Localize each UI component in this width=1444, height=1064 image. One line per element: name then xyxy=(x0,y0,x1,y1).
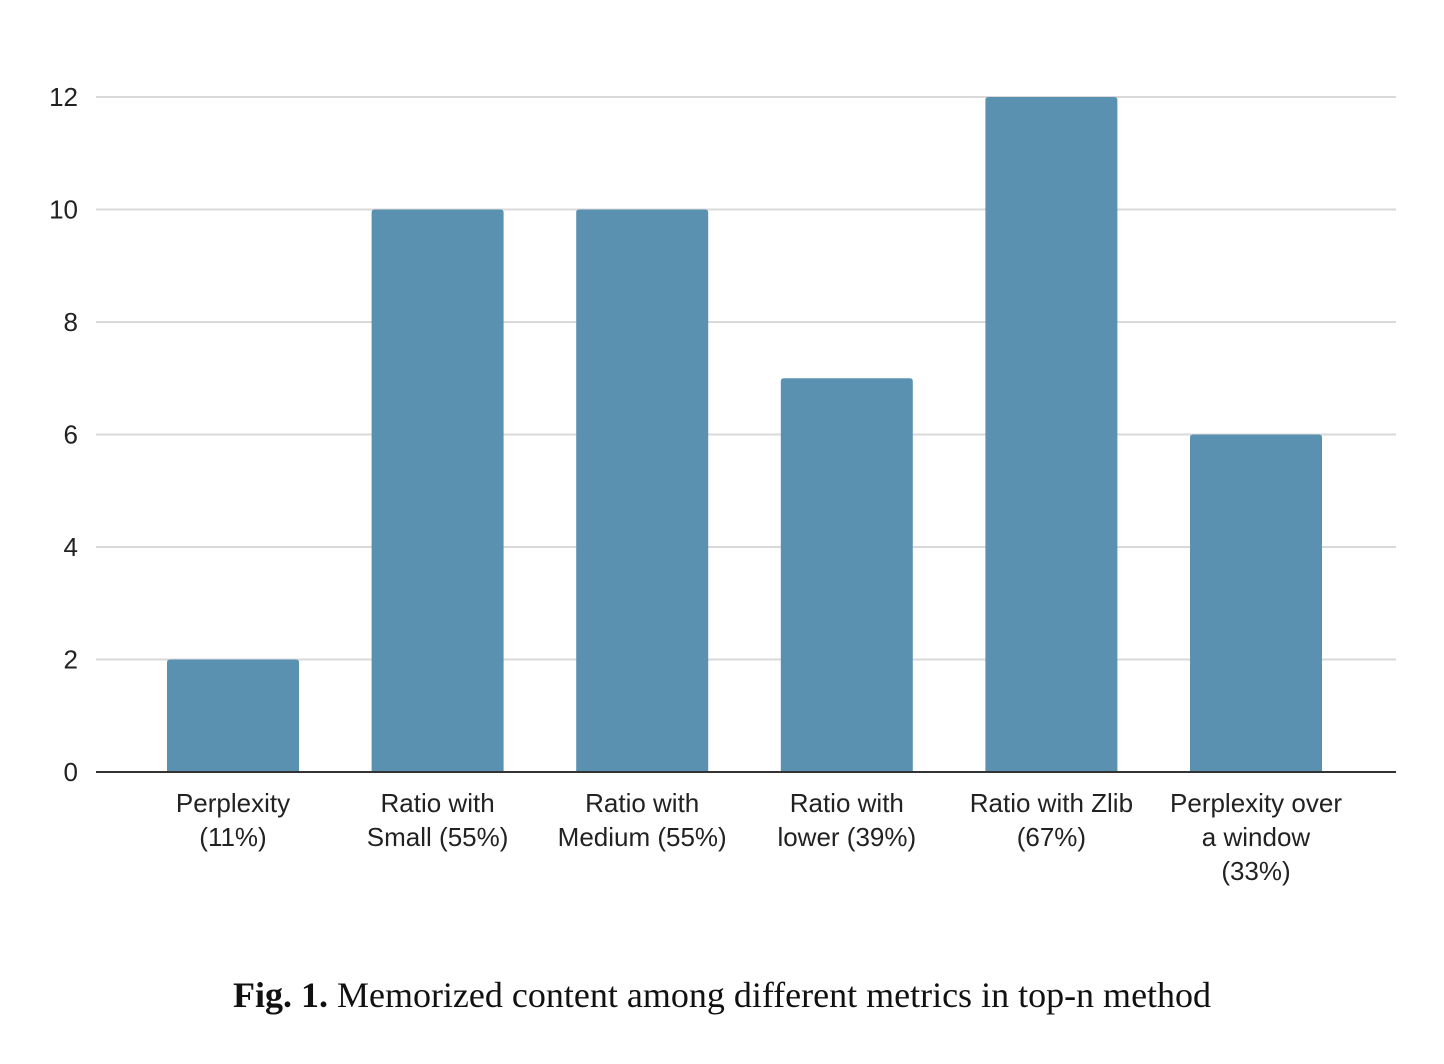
bar xyxy=(780,378,913,772)
y-tick-label: 4 xyxy=(64,532,78,562)
figure-label: Fig. 1. xyxy=(232,975,328,1015)
x-tick-label-line: (11%) xyxy=(199,822,266,852)
y-tick-label: 10 xyxy=(49,195,78,225)
x-tick-label: Ratio with Small (55%) xyxy=(367,788,509,852)
caption-text: Memorized content among different metric… xyxy=(336,975,1212,1015)
bar xyxy=(985,97,1118,772)
bar-chart: 0 2 4 6 8 10 12 Perplexity (11%) Ratio with Small… xyxy=(49,82,1396,886)
figure-caption: Fig. 1. Memorized content among differen… xyxy=(0,974,1444,1016)
x-tick-label: Perplexity (11%) xyxy=(176,788,290,852)
x-tick-label-line: Medium (55%) xyxy=(558,822,727,852)
y-tick-label: 12 xyxy=(49,82,78,112)
x-tick-label-line: Small (55%) xyxy=(367,822,509,852)
gridlines xyxy=(96,96,1396,661)
x-tick-label-line: Perplexity over xyxy=(1170,788,1342,818)
bar xyxy=(576,209,709,772)
y-tick-label: 2 xyxy=(64,645,78,675)
bar xyxy=(1190,434,1322,772)
x-tick-label-line: Ratio with xyxy=(790,788,904,818)
x-tick-label: Perplexity over a window (33%) xyxy=(1170,788,1342,886)
x-tick-label-line: Ratio with Zlib xyxy=(970,788,1133,818)
y-tick-labels: 0 2 4 6 8 10 12 xyxy=(49,82,78,787)
bar xyxy=(371,209,504,772)
x-tick-label: Ratio with Zlib (67%) xyxy=(970,788,1133,852)
x-tick-label-line: (33%) xyxy=(1221,856,1290,886)
x-tick-label-line: lower (39%) xyxy=(777,822,916,852)
x-tick-label: Ratio with Medium (55%) xyxy=(558,788,727,852)
x-tick-label: Ratio with lower (39%) xyxy=(777,788,916,852)
bar xyxy=(167,659,299,772)
y-tick-label: 0 xyxy=(64,757,78,787)
y-tick-label: 6 xyxy=(64,420,78,450)
bars xyxy=(167,97,1322,772)
x-tick-label-line: (67%) xyxy=(1017,822,1086,852)
chart-svg: 0 2 4 6 8 10 12 Perplexity (11%) Ratio with Small… xyxy=(49,82,1396,886)
x-tick-labels: Perplexity (11%)Ratio with Small (55%)Rati… xyxy=(176,788,1342,886)
x-tick-label-line: a window xyxy=(1202,822,1311,852)
x-tick-label-line: Perplexity xyxy=(176,788,290,818)
x-tick-label-line: Ratio with xyxy=(381,788,495,818)
y-tick-label: 8 xyxy=(64,307,78,337)
x-tick-label-line: Ratio with xyxy=(585,788,699,818)
